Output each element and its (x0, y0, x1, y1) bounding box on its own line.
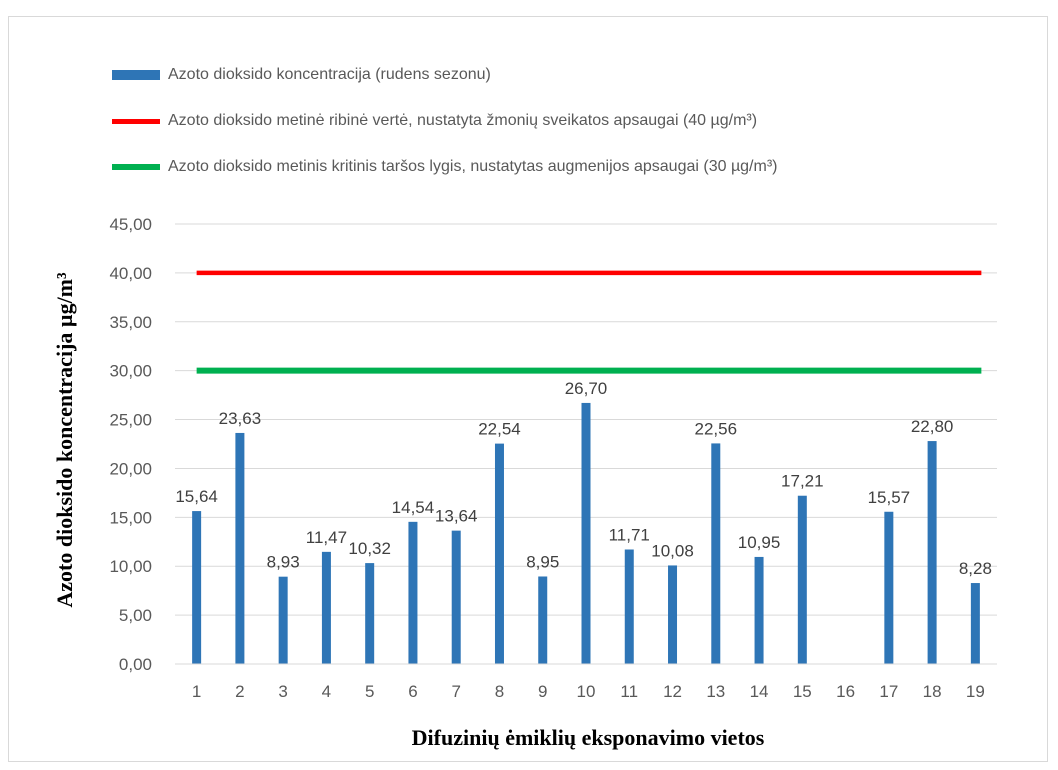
data-label: 10,32 (348, 539, 391, 558)
data-label: 11,71 (609, 526, 650, 545)
bar (711, 443, 721, 664)
bar (451, 530, 461, 664)
y-tick-label: 40,00 (109, 264, 152, 283)
data-label: 13,64 (435, 507, 478, 526)
data-label: 15,57 (868, 488, 911, 507)
x-tick-label: 6 (408, 682, 417, 701)
x-tick-label: 15 (793, 682, 812, 701)
x-tick-label: 12 (663, 682, 682, 701)
bar (927, 441, 937, 664)
data-label: 10,08 (651, 541, 694, 560)
x-tick-label: 4 (322, 682, 331, 701)
data-label: 10,95 (738, 533, 781, 552)
legend-item-red-line: Azoto dioksido metinė ribinė vertė, nust… (112, 109, 757, 133)
x-tick-label: 16 (836, 682, 855, 701)
legend-label-green-line: Azoto dioksido metinis kritinis taršos l… (168, 158, 778, 175)
data-label: 22,80 (911, 417, 954, 436)
y-tick-label: 25,00 (109, 411, 152, 430)
bar (884, 511, 894, 664)
x-tick-label: 5 (365, 682, 374, 701)
data-label: 14,54 (392, 498, 435, 517)
bar (321, 551, 331, 664)
legend-swatch-red-line (112, 118, 160, 124)
bar (365, 563, 375, 664)
data-label: 8,95 (526, 552, 559, 571)
x-tick-label: 11 (620, 682, 638, 701)
bar (408, 521, 418, 664)
x-tick-label: 1 (192, 682, 201, 701)
y-tick-label: 45,00 (109, 215, 152, 234)
x-tick-label: 18 (923, 682, 942, 701)
y-tick-label: 15,00 (109, 508, 152, 527)
data-label: 8,28 (959, 559, 992, 578)
x-tick-label: 13 (706, 682, 725, 701)
y-tick-label: 0,00 (119, 655, 152, 674)
data-label: 23,63 (219, 409, 262, 428)
bar (797, 495, 807, 664)
legend-item-green-line: Azoto dioksido metinis kritinis taršos l… (112, 155, 777, 179)
bar (581, 402, 591, 664)
y-axis-label: Azoto dioksido koncentracija µg/m³ (52, 272, 77, 608)
bar (235, 432, 245, 664)
bar (754, 556, 764, 664)
bar (970, 583, 980, 664)
bar (278, 576, 288, 664)
bar (494, 443, 504, 664)
bar (668, 565, 678, 664)
x-tick-label: 2 (235, 682, 244, 701)
x-tick-label: 9 (538, 682, 547, 701)
legend-swatch-green-line (112, 164, 160, 170)
data-label: 17,21 (781, 472, 824, 491)
data-label: 26,70 (565, 379, 608, 398)
chart-frame (8, 16, 1048, 762)
bar (538, 576, 548, 664)
legend-item-bars: Azoto dioksido koncentracija (rudens sez… (112, 63, 491, 87)
y-tick-label: 30,00 (109, 362, 152, 381)
legend-swatch-bar (112, 70, 160, 80)
x-tick-label: 3 (278, 682, 287, 701)
bar (624, 549, 634, 664)
data-label: 8,93 (267, 553, 300, 572)
x-tick-label: 10 (577, 682, 596, 701)
data-label: 11,47 (306, 528, 347, 547)
y-tick-label: 5,00 (119, 606, 152, 625)
y-tick-label: 35,00 (109, 313, 152, 332)
legend-label-red-line: Azoto dioksido metinė ribinė vertė, nust… (168, 112, 758, 129)
data-label: 15,64 (175, 487, 218, 506)
legend-label-bars: Azoto dioksido koncentracija (rudens sez… (168, 66, 491, 83)
data-label: 22,54 (478, 420, 521, 439)
x-axis-label: Difuzinių ėmiklių eksponavimo vietos (412, 725, 765, 750)
x-tick-label: 17 (879, 682, 898, 701)
y-tick-label: 10,00 (109, 557, 152, 576)
data-label: 22,56 (695, 419, 738, 438)
x-tick-label: 19 (966, 682, 985, 701)
y-tick-label: 20,00 (109, 459, 152, 478)
x-tick-label: 8 (495, 682, 504, 701)
x-tick-label: 7 (451, 682, 460, 701)
x-tick-label: 14 (750, 682, 769, 701)
bar (192, 511, 202, 664)
